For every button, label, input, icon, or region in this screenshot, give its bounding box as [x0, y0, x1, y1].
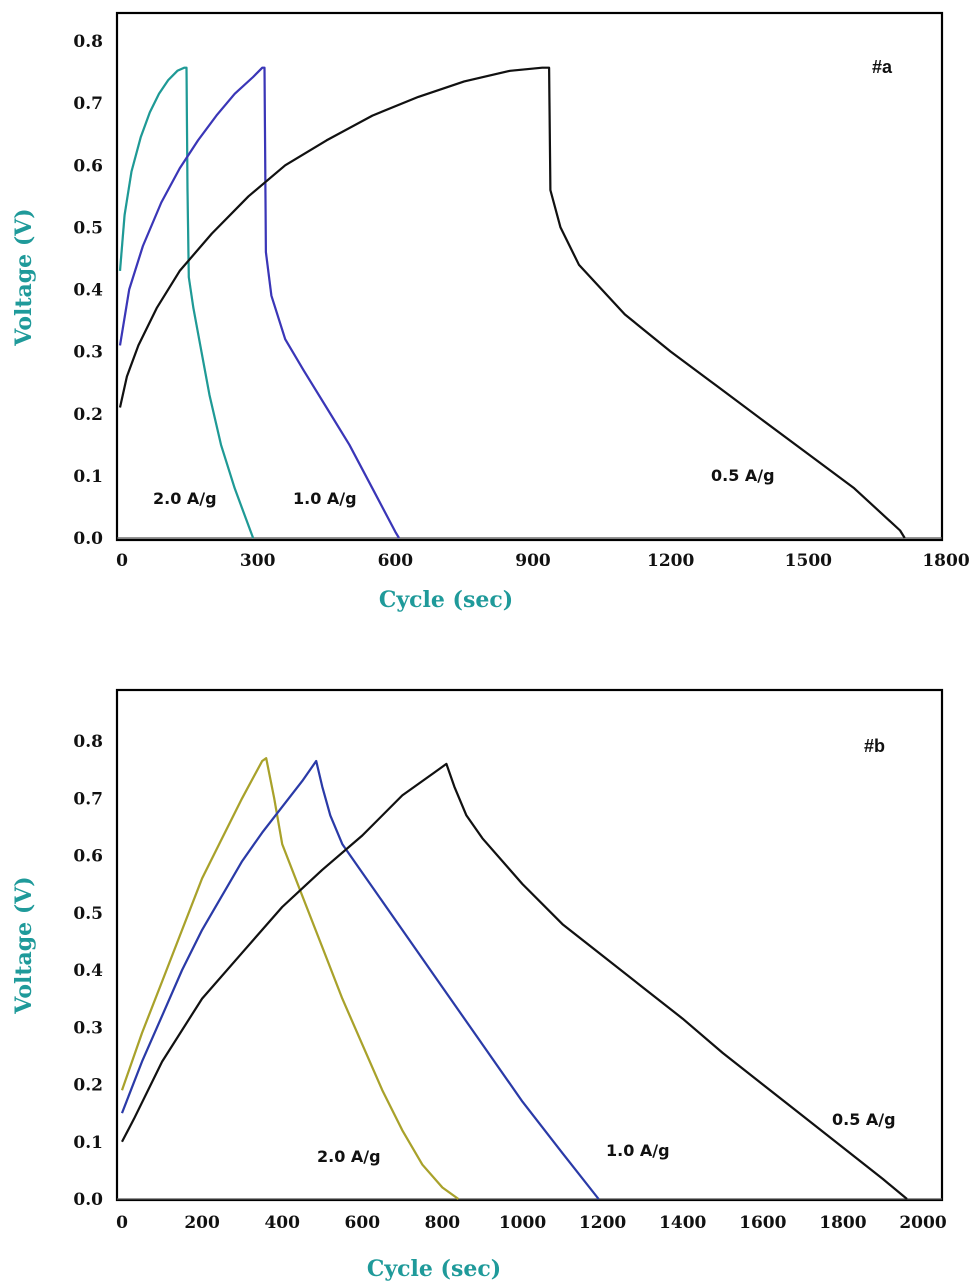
series-curves-a — [118, 66, 906, 539]
x-tick-label: 600 — [378, 551, 414, 571]
x-tick-label: 1800 — [819, 1213, 866, 1233]
x-tick-label: 900 — [515, 551, 551, 571]
series-line-a-05 — [118, 66, 906, 539]
x-tick-label: 1200 — [579, 1213, 626, 1233]
series-shadow-b-05 — [121, 762, 908, 1200]
y-tick-label: 0.4 — [73, 961, 103, 981]
series-label-a-2: 2.0 A/g — [153, 489, 217, 508]
y-tick-label: 0.4 — [73, 281, 103, 301]
y-axis-title-a: Voltage (V) — [11, 208, 37, 346]
x-tick-label: 800 — [425, 1213, 461, 1233]
series-curves-b — [120, 757, 908, 1200]
x-axis-title-b: Cycle (sec) — [367, 1256, 501, 1282]
panel-tag-a: #a — [872, 57, 893, 77]
y-tick-label: 0.0 — [73, 529, 103, 549]
x-tick-label: 2000 — [899, 1213, 946, 1233]
y-tick-label: 0.2 — [73, 405, 103, 425]
y-tick-labels-a: 0.0 0.1 0.2 0.3 0.4 0.5 0.6 0.7 0.8 — [73, 32, 103, 549]
y-tick-label: 0.0 — [73, 1190, 103, 1210]
series-label-b-2: 2.0 A/g — [317, 1147, 381, 1166]
x-tick-label: 1400 — [659, 1213, 706, 1233]
plot-frame-b — [115, 688, 944, 1202]
x-tick-label: 600 — [345, 1213, 381, 1233]
series-line-b-2 — [120, 757, 460, 1200]
y-tick-label: 0.8 — [73, 32, 103, 52]
y-tick-label: 0.1 — [73, 1133, 103, 1153]
chart-a: 0.0 0.1 0.2 0.3 0.4 0.5 0.6 0.7 0.8 0 300 600 900 12… — [11, 11, 969, 613]
series-shadow-b-1 — [120, 759, 600, 1200]
series-line-a-1 — [118, 66, 400, 539]
series-label-b-1: 1.0 A/g — [606, 1141, 670, 1160]
y-tick-label: 0.2 — [73, 1076, 103, 1096]
x-tick-label: 0 — [116, 1213, 128, 1233]
x-tick-label: 1000 — [499, 1213, 546, 1233]
x-tick-label: 400 — [264, 1213, 300, 1233]
x-tick-label: 200 — [184, 1213, 220, 1233]
y-tick-label: 0.5 — [73, 904, 103, 924]
x-tick-labels-b: 0 200 400 600 800 1000 1200 1400 1600 1800 2000 — [116, 1213, 947, 1233]
y-tick-label: 0.3 — [73, 1018, 103, 1038]
y-tick-label: 0.8 — [73, 732, 103, 752]
y-tick-label: 0.5 — [73, 218, 103, 238]
y-tick-label: 0.7 — [73, 94, 103, 114]
series-shadow-b-2 — [120, 757, 460, 1200]
series-shadow-a-1 — [118, 66, 400, 539]
plot-frame-a — [115, 11, 944, 542]
series-line-b-05 — [121, 762, 908, 1200]
x-tick-label: 0 — [116, 551, 128, 571]
y-tick-label: 0.1 — [73, 467, 103, 487]
series-line-a-2 — [118, 66, 255, 539]
panel-tag-b: #b — [864, 736, 885, 756]
x-tick-labels-a: 0 300 600 900 1200 1500 1800 — [116, 551, 969, 571]
y-tick-label: 0.7 — [73, 789, 103, 809]
y-tick-label: 0.3 — [73, 343, 103, 363]
chart-b: 0.0 0.1 0.2 0.3 0.4 0.5 0.6 0.7 0.8 0 200 400 600 80… — [11, 688, 947, 1282]
x-tick-label: 300 — [240, 551, 276, 571]
series-line-b-1 — [120, 759, 600, 1200]
x-tick-label: 1500 — [785, 551, 832, 571]
y-tick-labels-b: 0.0 0.1 0.2 0.3 0.4 0.5 0.6 0.7 0.8 — [73, 732, 103, 1210]
y-tick-label: 0.6 — [73, 847, 103, 867]
series-shadow-a-05 — [118, 66, 906, 539]
x-axis-title-a: Cycle (sec) — [379, 587, 513, 613]
x-tick-label: 1600 — [739, 1213, 786, 1233]
series-label-b-05: 0.5 A/g — [832, 1110, 896, 1129]
y-tick-label: 0.6 — [73, 156, 103, 176]
y-axis-title-b: Voltage (V) — [11, 876, 37, 1014]
x-tick-label: 1800 — [922, 551, 969, 571]
series-label-a-1: 1.0 A/g — [293, 489, 357, 508]
x-tick-label: 1200 — [647, 551, 694, 571]
series-label-a-05: 0.5 A/g — [711, 466, 775, 485]
